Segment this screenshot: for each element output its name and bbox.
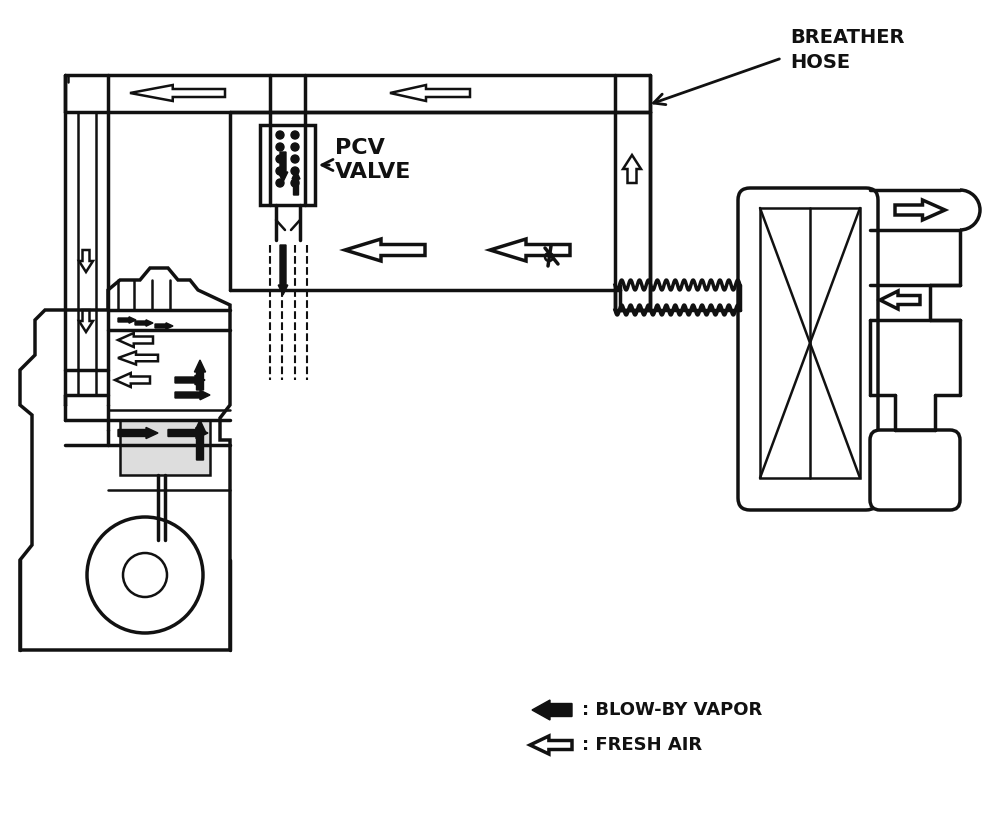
Bar [760,208,860,478]
FancyArrow shape [194,420,206,460]
FancyArrow shape [118,428,158,438]
FancyArrow shape [155,323,173,329]
FancyArrow shape [278,152,288,182]
FancyBboxPatch shape [870,430,960,510]
FancyArrow shape [532,700,572,720]
Bar [120,420,210,475]
Circle shape [291,131,299,139]
FancyArrow shape [278,245,288,295]
Circle shape [276,143,284,151]
Circle shape [291,179,299,187]
Circle shape [276,167,284,175]
FancyArrow shape [175,390,210,399]
FancyArrow shape [168,428,208,438]
Circle shape [276,179,284,187]
FancyArrow shape [118,317,136,323]
Text: : BLOW-BY VAPOR: : BLOW-BY VAPOR [582,701,762,719]
Circle shape [276,155,284,163]
FancyArrow shape [135,320,153,326]
FancyArrow shape [292,170,300,195]
FancyBboxPatch shape [738,188,878,510]
Circle shape [291,167,299,175]
FancyArrow shape [175,375,205,385]
Text: PCV
VALVE: PCV VALVE [335,138,411,182]
Text: BREATHER
HOSE: BREATHER HOSE [790,28,904,72]
Text: : FRESH AIR: : FRESH AIR [582,736,702,754]
Circle shape [291,155,299,163]
Bar [260,125,315,205]
Circle shape [291,143,299,151]
Circle shape [276,131,284,139]
FancyArrow shape [194,360,206,390]
